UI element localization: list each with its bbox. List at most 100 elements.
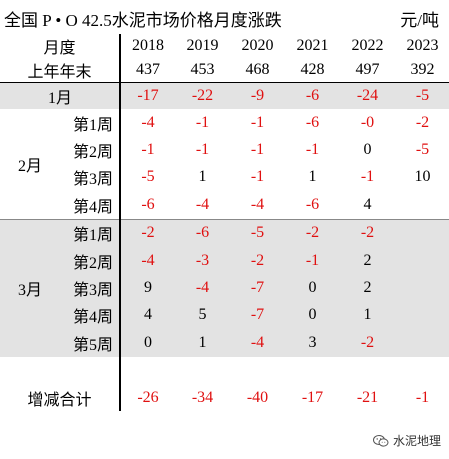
value-cell: -6 bbox=[175, 218, 231, 247]
value-cell: 0 bbox=[285, 274, 341, 302]
watermark-text: 水泥地理 bbox=[392, 434, 441, 448]
value-cell: 0 bbox=[285, 301, 341, 330]
value-cell: -22 bbox=[175, 82, 231, 109]
week-label: 第2周 bbox=[60, 246, 122, 275]
watermark: 水泥地理 bbox=[372, 432, 441, 449]
month-label-feb: 2月 bbox=[17, 157, 42, 175]
year-header: 2018 bbox=[132, 37, 165, 54]
value-cell: -9 bbox=[230, 82, 286, 109]
month-row-jan: 1月 -17 -22 -9 -6 -24 -5 bbox=[0, 82, 449, 109]
week-row-feb: 第3周 -5 1 -1 1 -1 10 bbox=[0, 163, 449, 192]
total-value: -40 bbox=[246, 388, 269, 406]
spacer-cell bbox=[285, 357, 340, 385]
value-cell: 1 bbox=[175, 329, 231, 357]
year-header: 2019 bbox=[186, 37, 219, 54]
value-cell: -1 bbox=[141, 141, 155, 159]
value-cell: -4 bbox=[230, 329, 286, 357]
week-label: 第1周 bbox=[60, 109, 122, 137]
value-cell: 10 bbox=[414, 168, 431, 186]
value-cell: -1 bbox=[360, 168, 375, 186]
title-bar: 全国 P • O 42.5水泥市场价格月度涨跌 元/吨 bbox=[0, 0, 449, 30]
value-cell: -4 bbox=[175, 274, 231, 302]
total-value: -34 bbox=[191, 388, 214, 406]
week-row-feb: 第2周 -1 -1 -1 -1 0 -5 bbox=[0, 136, 449, 164]
week-label: 第5周 bbox=[60, 329, 122, 357]
year-header: 2023 bbox=[406, 37, 439, 54]
value-cell: -1 bbox=[250, 113, 265, 131]
value-cell: -4 bbox=[250, 195, 265, 213]
year-header: 2020 bbox=[241, 37, 274, 54]
value-cell: -2 bbox=[340, 218, 396, 247]
table-title: 全国 P • O 42.5水泥市场价格月度涨跌 bbox=[4, 11, 282, 30]
value-cell: 0 bbox=[363, 141, 372, 159]
value-cell: -5 bbox=[415, 141, 430, 159]
value-cell: -6 bbox=[305, 195, 320, 213]
value-cell: 4 bbox=[363, 195, 372, 213]
value-cell: -1 bbox=[195, 113, 210, 131]
value-cell: -1 bbox=[305, 141, 320, 159]
value-cell bbox=[395, 301, 449, 330]
spacer-cell bbox=[120, 357, 175, 385]
base-value: 428 bbox=[300, 61, 325, 78]
week-row-mar: 第3周 9 -4 -7 0 2 bbox=[0, 274, 449, 302]
value-cell bbox=[395, 329, 449, 357]
value-cell: -1 bbox=[250, 168, 265, 186]
value-cell: -1 bbox=[250, 141, 265, 159]
value-cell: -5 bbox=[395, 82, 449, 109]
base-value: 437 bbox=[136, 61, 161, 78]
header-year-label: 月度 bbox=[0, 34, 122, 58]
value-cell: 1 bbox=[308, 168, 317, 186]
value-cell: -5 bbox=[230, 218, 286, 247]
total-value: -17 bbox=[301, 388, 324, 406]
spacer-left bbox=[0, 356, 122, 385]
week-row-mar: 第2周 -4 -3 -2 -1 2 bbox=[0, 246, 449, 275]
value-cell: -2 bbox=[120, 218, 176, 247]
spacer-cell bbox=[230, 357, 285, 385]
value-cell: -4 bbox=[195, 195, 210, 213]
value-cell: 0 bbox=[120, 329, 176, 357]
base-value: 392 bbox=[410, 61, 435, 78]
total-value: -1 bbox=[415, 388, 430, 406]
value-cell: -6 bbox=[305, 113, 320, 131]
year-header: 2022 bbox=[351, 37, 384, 54]
week-row-feb: 第4周 -6 -4 -4 -6 4 bbox=[0, 191, 449, 220]
week-label: 第3周 bbox=[60, 163, 122, 192]
value-cell: -3 bbox=[175, 246, 231, 275]
price-change-table: 月度 2018 2019 2020 2021 2022 2023 上年年末 437 453 468 4… bbox=[0, 34, 449, 411]
spacer-cell bbox=[340, 357, 395, 385]
week-label: 第2周 bbox=[60, 136, 122, 164]
week-label: 第1周 bbox=[60, 218, 122, 247]
value-cell bbox=[395, 274, 449, 302]
value-cell: -17 bbox=[120, 82, 176, 109]
value-cell: -1 bbox=[195, 141, 210, 159]
week-row-mar: 第5周 0 1 -4 3 -2 bbox=[0, 329, 449, 357]
value-cell: 5 bbox=[175, 301, 231, 330]
value-cell: -2 bbox=[340, 329, 396, 357]
value-cell: 1 bbox=[340, 301, 396, 330]
base-value: 497 bbox=[355, 61, 380, 78]
month-label-mar: 3月 bbox=[0, 218, 60, 357]
base-value: 468 bbox=[245, 61, 270, 78]
spacer-cell bbox=[175, 357, 230, 385]
base-value: 453 bbox=[190, 61, 215, 78]
value-cell: -6 bbox=[285, 82, 341, 109]
value-cell bbox=[395, 218, 449, 247]
total-value: -21 bbox=[356, 388, 379, 406]
wechat-icon bbox=[372, 434, 389, 447]
value-cell: -4 bbox=[141, 113, 155, 131]
week-row-mar: 第4周 4 5 -7 0 1 bbox=[0, 301, 449, 330]
year-header: 2021 bbox=[296, 37, 329, 54]
week-label: 第3周 bbox=[60, 274, 122, 302]
header-base-label: 上年年末 bbox=[0, 58, 122, 83]
week-row-feb: 2月 第1周 -4 -1 -1 -6 -0 -2 bbox=[0, 109, 449, 175]
spacer-cell bbox=[395, 357, 449, 385]
month-label-jan: 1月 bbox=[0, 82, 122, 109]
week-row-mar: 3月 第1周 -2 -6 -5 -2 -2 bbox=[0, 218, 449, 357]
value-cell: -2 bbox=[230, 246, 286, 275]
value-cell: -6 bbox=[141, 195, 155, 213]
value-cell: -7 bbox=[230, 274, 286, 302]
value-cell: -4 bbox=[120, 246, 176, 275]
value-cell: 2 bbox=[340, 274, 396, 302]
value-cell: -7 bbox=[230, 301, 286, 330]
unit-label: 元/吨 bbox=[400, 11, 439, 30]
